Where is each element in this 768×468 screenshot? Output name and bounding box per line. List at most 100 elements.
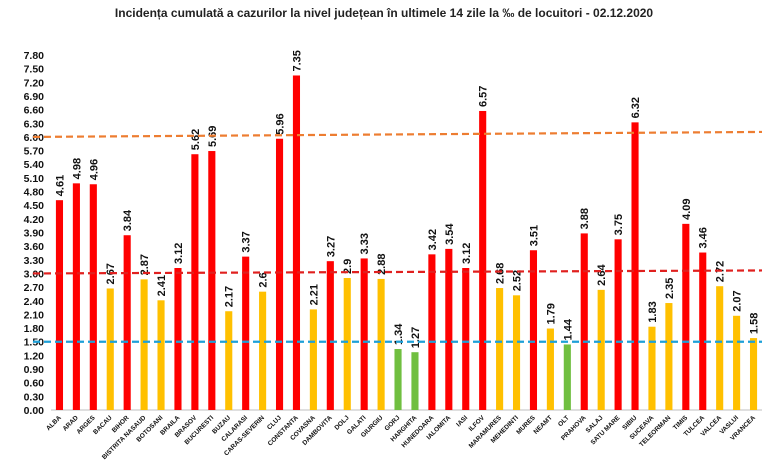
data-label: 2.88 <box>376 254 388 275</box>
y-tick-label: 2.40 <box>24 296 45 308</box>
y-tick-label: 2.10 <box>24 309 45 321</box>
bar-arges <box>89 184 97 410</box>
bar-buzau <box>225 311 233 410</box>
data-label: 1.34 <box>393 323 405 345</box>
data-label: 2.17 <box>224 286 236 307</box>
data-label: 4.09 <box>681 198 693 219</box>
data-label: 4.98 <box>71 158 83 179</box>
data-label: 2.87 <box>139 254 151 275</box>
bar-mures <box>529 250 538 410</box>
bar-galati <box>360 258 368 410</box>
data-label: 7.35 <box>291 50 303 71</box>
threshold-line <box>32 130 763 139</box>
data-label: 2.41 <box>156 275 168 296</box>
bar-bacau <box>106 288 114 410</box>
bar-salaj <box>597 289 605 410</box>
bar-teleorman <box>665 303 673 410</box>
y-tick-label: 7.50 <box>24 64 45 76</box>
data-label: 4.61 <box>54 175 66 196</box>
y-tick-label: 4.50 <box>24 200 45 212</box>
data-label: 6.57 <box>478 86 490 107</box>
bar-valcea <box>716 286 724 410</box>
y-tick-label: 1.80 <box>24 323 45 335</box>
data-label: 3.51 <box>528 225 540 246</box>
data-label: 1.27 <box>410 327 422 348</box>
bar-sibiu <box>631 122 639 410</box>
y-tick-label: 3.60 <box>24 241 45 253</box>
bar-gorj <box>394 349 402 410</box>
bar-brasov <box>191 154 199 410</box>
bar-botosani <box>157 300 165 410</box>
bar-cluj <box>275 138 284 410</box>
bar-timis <box>682 223 690 410</box>
bar-tulcea <box>699 252 707 410</box>
bar-prahova <box>580 233 588 410</box>
bar-braila <box>174 268 182 410</box>
y-tick-label: 0.90 <box>24 364 45 376</box>
bar-ialomita <box>445 248 453 410</box>
y-tick-label: 5.70 <box>24 146 45 158</box>
y-tick-label: 6.60 <box>24 105 45 117</box>
y-tick-label: 6.30 <box>24 118 45 130</box>
data-label: 3.88 <box>579 208 591 229</box>
data-label: 2.6 <box>258 272 270 287</box>
y-tick-label: 5.10 <box>24 173 45 185</box>
data-label: 2.68 <box>495 263 507 284</box>
chart-title: Incidența cumulată a cazurilor la nivel … <box>114 6 654 20</box>
y-tick-label: 6.90 <box>24 91 45 103</box>
data-label: 4.96 <box>88 159 100 180</box>
bar-bihor <box>123 235 131 410</box>
x-tick-label: BACAU <box>92 414 114 436</box>
y-tick-label: 3.90 <box>24 228 45 240</box>
data-label: 2.52 <box>512 270 524 291</box>
bar-ilfov <box>479 110 487 410</box>
bar-covasna <box>309 309 317 410</box>
bar-vaslui <box>733 315 741 410</box>
y-tick-label: 2.70 <box>24 282 45 294</box>
y-tick-label: 4.80 <box>24 187 45 199</box>
x-tick-label: OLT <box>557 414 571 428</box>
x-tick-label: ALBA <box>45 414 63 432</box>
bar-vrancea <box>749 338 758 410</box>
y-tick-label: 0.60 <box>24 378 45 390</box>
bar-harghita <box>411 352 419 410</box>
data-label: 1.83 <box>647 301 659 322</box>
bar-maramures <box>496 288 504 410</box>
data-label: 3.37 <box>241 231 253 252</box>
bar-constanta <box>292 75 301 410</box>
bar-caras-severin <box>259 291 267 410</box>
bar-satu-mare <box>614 239 622 410</box>
y-tick-label: 0.30 <box>24 391 45 403</box>
data-label: 5.96 <box>275 113 287 134</box>
y-tick-label: 0.00 <box>24 405 45 417</box>
data-label: 1.58 <box>749 313 761 334</box>
data-label: 3.33 <box>359 233 371 254</box>
data-label: 2.35 <box>664 278 676 299</box>
bar-bucuresti <box>208 151 216 411</box>
bar-bistrita-nasaud <box>140 279 148 410</box>
data-label: 2.9 <box>342 259 354 274</box>
bar-suceava <box>648 326 656 410</box>
data-label: 1.79 <box>545 303 557 324</box>
data-label: 5.62 <box>190 129 202 150</box>
bar-iasi <box>462 268 470 410</box>
y-tick-label: 5.40 <box>24 159 45 171</box>
y-tick-label: 3.30 <box>24 255 45 267</box>
bar-dolj <box>343 278 351 410</box>
bar-arad <box>72 183 80 410</box>
data-label: 3.27 <box>325 236 337 257</box>
data-label: 1.44 <box>562 318 574 340</box>
data-label: 3.46 <box>698 227 710 248</box>
bar-alba <box>55 200 64 410</box>
x-tick-label: IASI <box>455 414 469 428</box>
bar-mehedinti <box>512 295 521 410</box>
bar-hunedoara <box>428 254 436 410</box>
bar-neamt <box>546 328 554 410</box>
data-label: 6.32 <box>630 97 642 118</box>
x-tick-label: NEAMT <box>533 414 554 435</box>
bar-olt <box>563 344 571 410</box>
data-label: 2.21 <box>308 284 320 305</box>
data-label: 3.54 <box>444 223 456 245</box>
